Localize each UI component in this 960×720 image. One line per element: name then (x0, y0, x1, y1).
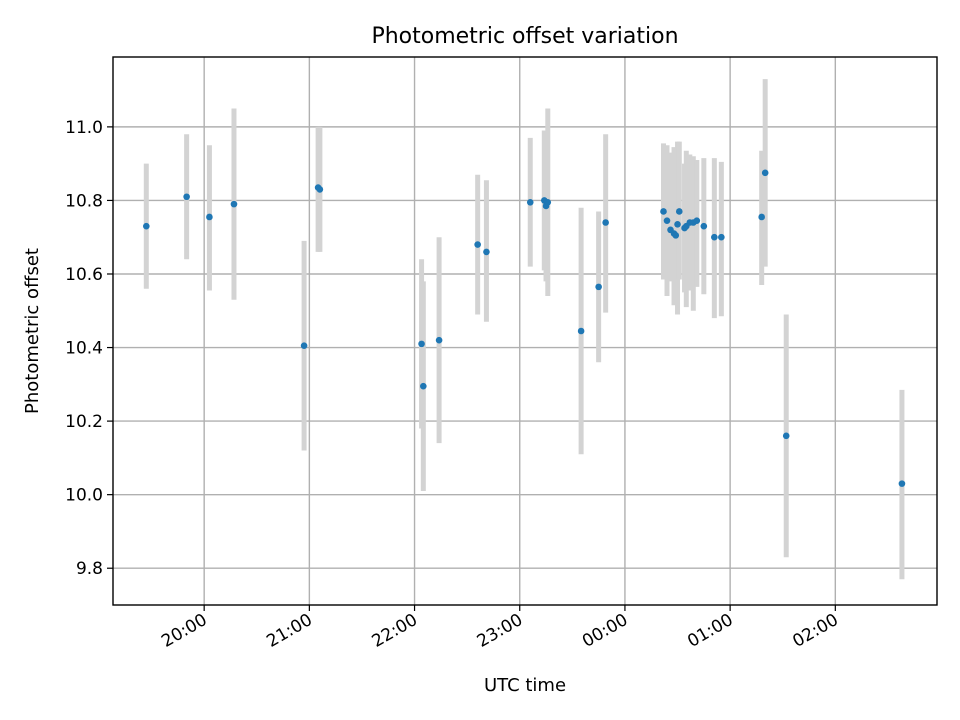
y-tick-label: 10.0 (65, 486, 103, 506)
data-point (672, 232, 680, 239)
data-points (143, 169, 906, 487)
y-tick-label: 9.8 (76, 559, 103, 579)
data-point (675, 208, 683, 215)
y-tick-label: 10.8 (65, 191, 103, 211)
data-point (595, 283, 602, 291)
data-point (577, 327, 585, 335)
data-point (544, 198, 552, 206)
data-point (693, 217, 701, 224)
data-point (418, 340, 425, 348)
data-point (718, 233, 725, 241)
data-point (758, 213, 765, 221)
data-point (206, 213, 213, 221)
data-point (230, 200, 238, 208)
data-point (526, 198, 534, 206)
data-point (143, 222, 150, 230)
y-tick-label: 10.2 (65, 412, 103, 432)
y-tick-label: 11.0 (65, 118, 103, 138)
data-point (711, 233, 718, 241)
y-axis-ticks: 9.8 10.0 10.2 10.4 10.6 10.8 11.0 (65, 118, 113, 579)
chart-title: Photometric offset variation (371, 24, 678, 49)
data-point (420, 382, 427, 390)
data-point (183, 193, 190, 201)
y-tick-label: 10.6 (65, 265, 103, 285)
data-point (898, 480, 906, 487)
data-point (761, 169, 769, 177)
data-point (700, 222, 708, 230)
data-point (435, 336, 443, 344)
data-point (474, 241, 481, 248)
grid (113, 57, 937, 605)
y-axis-label: Photometric offset (22, 248, 43, 414)
x-axis-label: UTC time (484, 675, 566, 696)
data-point (300, 342, 308, 350)
data-point (660, 208, 667, 215)
data-point (602, 219, 609, 226)
data-point (663, 217, 671, 224)
y-tick-label: 10.4 (65, 339, 103, 359)
plot-frame (112, 56, 938, 606)
data-point (674, 221, 681, 228)
data-point (483, 248, 490, 256)
data-point (316, 186, 324, 193)
data-point (782, 432, 790, 440)
